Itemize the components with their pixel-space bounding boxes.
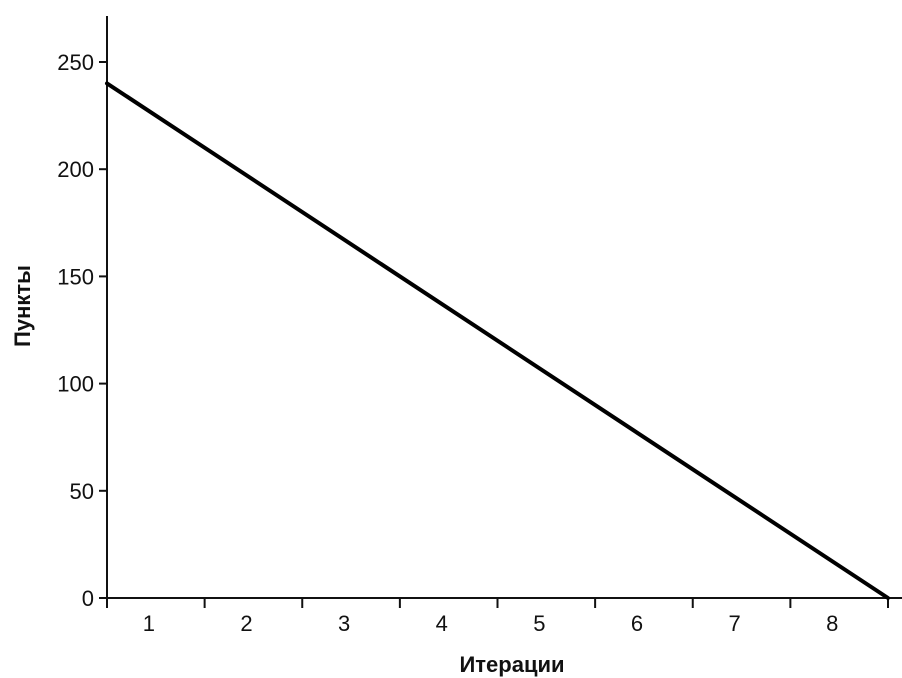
ticks: 0 50 100 150 200 250 1 2 3 4 5 6 7 8 <box>57 50 889 636</box>
x-tick-label-1: 1 <box>143 611 155 636</box>
y-axis-title: Пункты <box>10 265 35 347</box>
x-tick-label-7: 7 <box>728 611 740 636</box>
x-tick-label-3: 3 <box>338 611 350 636</box>
x-tick-label-4: 4 <box>436 611 448 636</box>
y-tick-label-0: 0 <box>82 586 94 611</box>
x-axis-title: Итерации <box>459 652 564 677</box>
series-line-0 <box>105 81 890 600</box>
y-tick-label-250: 250 <box>57 50 94 75</box>
x-tick-label-2: 2 <box>240 611 252 636</box>
y-tick-label-200: 200 <box>57 157 94 182</box>
axes <box>106 16 902 599</box>
x-tick-label-5: 5 <box>533 611 545 636</box>
series <box>105 81 890 600</box>
y-tick-label-100: 100 <box>57 372 94 397</box>
y-tick-label-50: 50 <box>70 479 94 504</box>
x-tick-label-8: 8 <box>826 611 838 636</box>
x-tick-label-6: 6 <box>631 611 643 636</box>
y-tick-label-150: 150 <box>57 264 94 289</box>
